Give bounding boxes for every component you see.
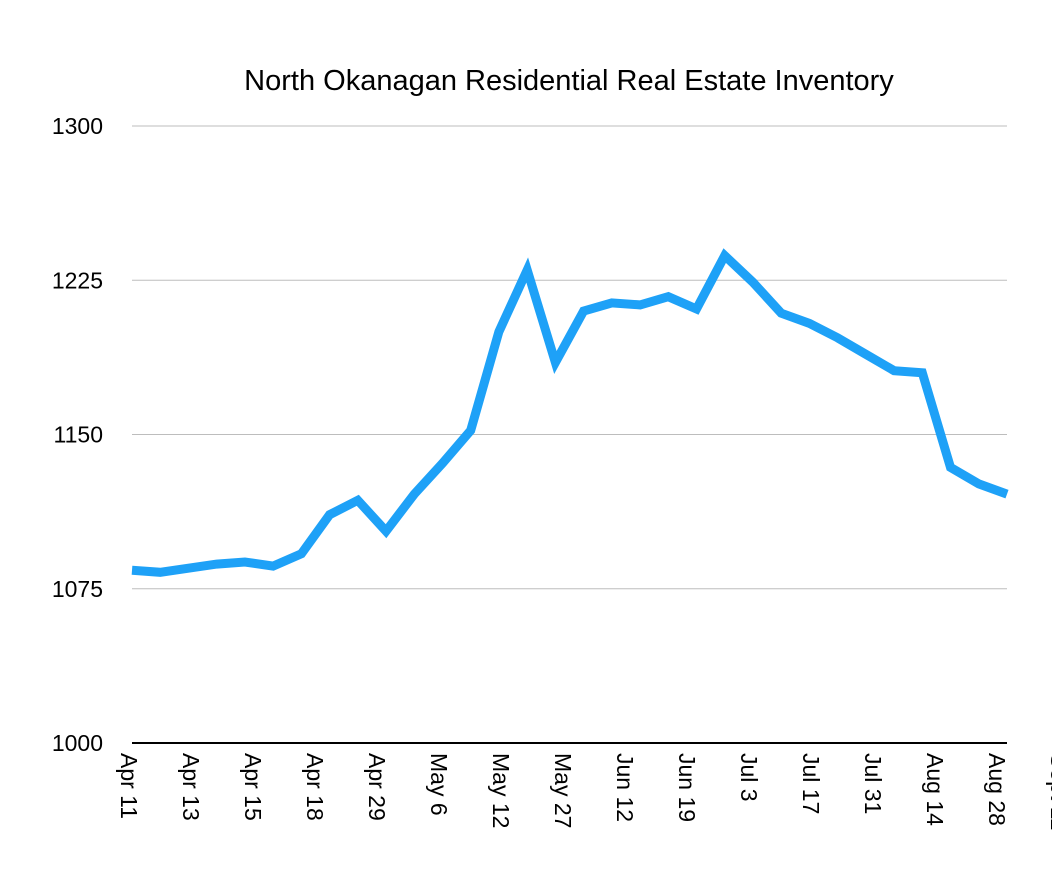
y-tick-label: 1150: [54, 422, 103, 448]
series-layer: [131, 248, 1009, 577]
y-tick-label: 1075: [52, 576, 103, 602]
y-tick-label: 1225: [52, 267, 103, 293]
x-tick-label: May 12: [488, 753, 514, 828]
y-tick-label: 1300: [52, 113, 103, 139]
x-tick-label: Jul 3: [736, 753, 762, 802]
y-axis-tick-labels: 1000 1075 1150 1225 1300: [52, 113, 103, 756]
series-line: [131, 248, 1009, 577]
x-axis-tick-labels: Apr 11 Apr 13 Apr 15 Apr 18 Apr 29 May 6 May 1…: [116, 753, 1052, 831]
x-tick-label: Jun 12: [612, 753, 638, 822]
x-tick-label: Apr 18: [302, 753, 328, 821]
x-tick-label: Apr 13: [178, 753, 204, 821]
gridlines: [132, 125, 1007, 590]
x-tick-label: May 6: [426, 753, 452, 816]
x-tick-label: Apr 29: [364, 753, 390, 821]
x-tick-label: Jun 19: [674, 753, 700, 822]
x-tick-label: Apr 11: [116, 753, 142, 819]
y-tick-label: 1000: [52, 730, 103, 756]
x-tick-label: May 27: [550, 753, 576, 828]
x-tick-label: Jul 17: [798, 753, 824, 814]
x-tick-label: Apr 15: [240, 753, 266, 821]
x-tick-label: Jul 31: [860, 753, 886, 814]
x-tick-label: Aug 28: [984, 753, 1010, 826]
x-tick-label: Sept 11: [1046, 753, 1052, 831]
chart-title: North Okanagan Residential Real Estate I…: [244, 65, 894, 97]
x-tick-label: Aug 14: [922, 753, 948, 826]
